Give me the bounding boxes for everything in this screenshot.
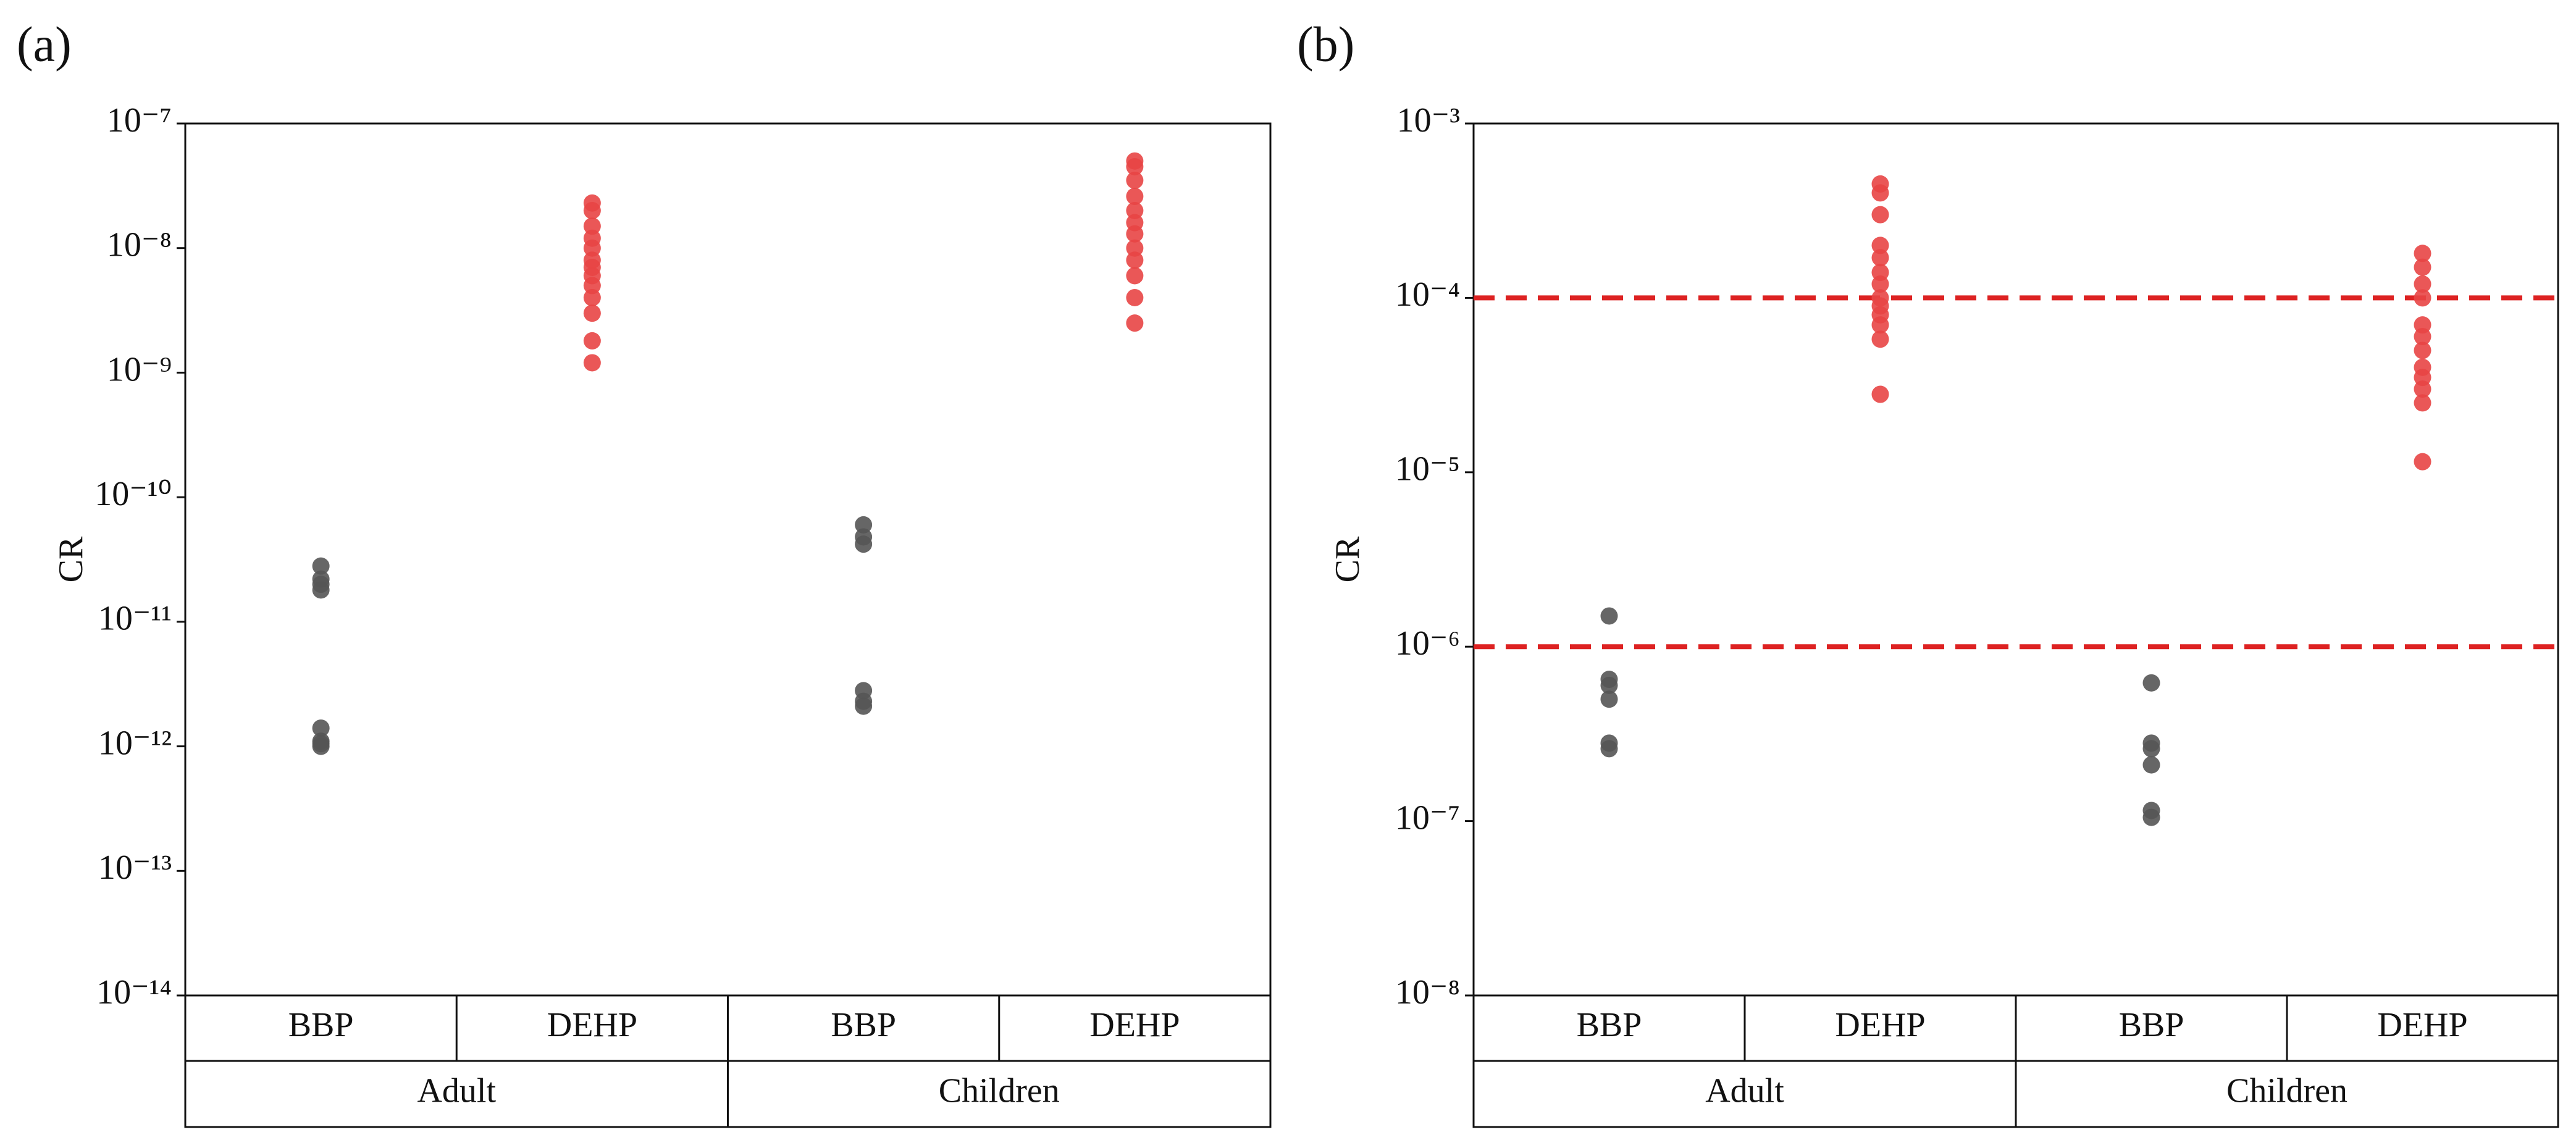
y-tick-label: 10⁻⁵ bbox=[1395, 450, 1460, 488]
data-point bbox=[583, 304, 601, 322]
data-point bbox=[1126, 214, 1144, 232]
x-category-label: BBP bbox=[1577, 1006, 1642, 1044]
data-point bbox=[2414, 245, 2431, 262]
data-point bbox=[1126, 171, 1144, 189]
data-point bbox=[1871, 206, 1889, 224]
y-tick-label: 10⁻¹² bbox=[98, 724, 172, 762]
x-category-label: DEHP bbox=[1835, 1006, 1925, 1044]
data-point bbox=[1126, 201, 1144, 219]
plot-frame bbox=[184, 122, 1272, 1128]
data-point bbox=[2142, 756, 2160, 774]
data-point bbox=[855, 516, 873, 534]
data-point bbox=[1600, 676, 1618, 694]
y-tick-label: 10⁻¹¹ bbox=[98, 600, 172, 638]
data-point bbox=[583, 354, 601, 372]
panel-label: (b) bbox=[1297, 17, 1354, 72]
data-point bbox=[1871, 330, 1889, 348]
data-point bbox=[1871, 289, 1889, 307]
x-group-label: Adult bbox=[417, 1071, 496, 1110]
y-tick-label: 10⁻³ bbox=[1397, 101, 1460, 140]
data-point bbox=[2414, 316, 2431, 334]
data-point bbox=[312, 737, 330, 755]
data-point bbox=[2142, 674, 2160, 692]
y-axis-label: CR bbox=[52, 536, 90, 582]
data-point bbox=[312, 557, 330, 575]
y-tick-label: 10⁻⁹ bbox=[107, 350, 172, 388]
data-point bbox=[2414, 258, 2431, 276]
data-point bbox=[1871, 237, 1889, 254]
x-group-label: Children bbox=[2226, 1071, 2347, 1110]
x-category-label: BBP bbox=[288, 1006, 354, 1044]
data-point bbox=[1600, 690, 1618, 708]
plot-frame bbox=[1472, 122, 2559, 1128]
data-point bbox=[583, 217, 601, 235]
data-point bbox=[2414, 358, 2431, 376]
x-category-label: DEHP bbox=[2377, 1006, 2467, 1044]
x-category-label: DEHP bbox=[1089, 1006, 1180, 1044]
y-axis-label: CR bbox=[1328, 536, 1367, 582]
y-tick-label: 10⁻⁸ bbox=[107, 226, 172, 264]
x-category-label: BBP bbox=[2119, 1006, 2184, 1044]
panel-label: (a) bbox=[17, 17, 72, 72]
data-point bbox=[1126, 152, 1144, 170]
data-point bbox=[1126, 239, 1144, 257]
data-point bbox=[1600, 607, 1618, 625]
data-point bbox=[312, 719, 330, 737]
data-point bbox=[1871, 175, 1889, 193]
data-point bbox=[312, 581, 330, 599]
y-tick-label: 10⁻⁷ bbox=[1395, 798, 1460, 837]
data-point bbox=[1871, 264, 1889, 282]
y-tick-label: 10⁻⁷ bbox=[107, 101, 172, 140]
data-point bbox=[2414, 289, 2431, 307]
x-group-label: Children bbox=[939, 1071, 1060, 1110]
x-category-label: BBP bbox=[831, 1006, 896, 1044]
data-point bbox=[2414, 453, 2431, 471]
data-point bbox=[1126, 267, 1144, 285]
data-point bbox=[2142, 740, 2160, 758]
x-group-label: Adult bbox=[1705, 1071, 1784, 1110]
x-category-label: DEHP bbox=[547, 1006, 637, 1044]
data-point bbox=[583, 194, 601, 212]
data-point bbox=[583, 288, 601, 306]
data-point bbox=[583, 332, 601, 350]
data-point bbox=[855, 535, 873, 553]
data-point bbox=[1600, 740, 1618, 758]
data-point bbox=[2414, 341, 2431, 359]
y-tick-label: 10⁻⁸ bbox=[1395, 973, 1460, 1012]
data-point bbox=[1871, 249, 1889, 267]
y-tick-label: 10⁻⁶ bbox=[1395, 624, 1460, 663]
data-point bbox=[583, 229, 601, 247]
data-point bbox=[2142, 808, 2160, 826]
y-tick-label: 10⁻¹³ bbox=[98, 848, 172, 887]
data-point bbox=[1126, 288, 1144, 306]
data-point bbox=[2414, 394, 2431, 412]
data-point bbox=[855, 697, 873, 715]
y-tick-label: 10⁻¹⁰ bbox=[94, 475, 172, 513]
data-point bbox=[1126, 251, 1144, 269]
data-point bbox=[1871, 385, 1889, 403]
y-tick-label: 10⁻⁴ bbox=[1395, 275, 1460, 314]
y-tick-label: 10⁻¹⁴ bbox=[96, 973, 172, 1012]
data-point bbox=[2414, 275, 2431, 293]
data-point bbox=[583, 251, 601, 269]
data-point bbox=[1126, 314, 1144, 332]
data-point bbox=[1126, 188, 1144, 206]
